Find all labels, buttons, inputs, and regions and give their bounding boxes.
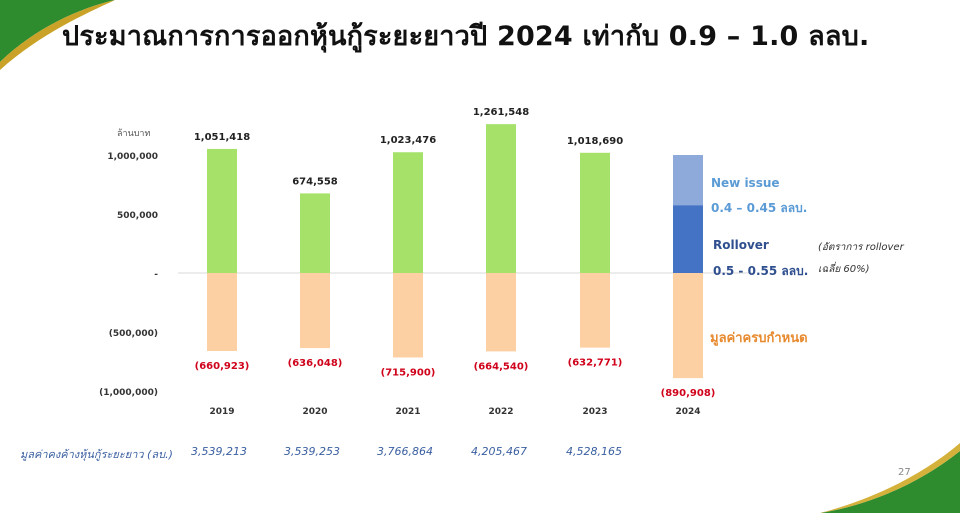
x-tick-label-2019: 2019 [209, 407, 234, 417]
outstanding-value-2019: 3,539,213 [191, 445, 247, 458]
maturity-bar-2021 [393, 273, 423, 358]
outstanding-value-2023: 4,528,165 [566, 445, 622, 458]
rollover-note-line-1: (อัตราการ rollover [818, 242, 904, 253]
issuance-value-label-2020: 674,558 [292, 176, 338, 187]
outstanding-label: มูลค่าคงค้างหุ้นกู้ระยะยาว (ลบ.) [20, 448, 173, 461]
new-issue-range: 0.4 – 0.45 ลลบ. [711, 201, 808, 215]
y-tick-label: - [154, 270, 158, 280]
rollover-note-line-2: เฉลี่ย 60%) [818, 264, 870, 275]
issuance-value-label-2022: 1,261,548 [473, 107, 529, 118]
x-tick-label-2021: 2021 [395, 407, 420, 417]
outstanding-value-2020: 3,539,253 [284, 445, 340, 458]
x-tick-label-2022: 2022 [488, 407, 513, 417]
maturity-value-label-2024: (890,908) [661, 388, 716, 399]
rollover-range: 0.5 - 0.55 ลลบ. [713, 264, 809, 278]
corner-decoration-bottom-right [820, 443, 960, 513]
rollover-label: Rollover [713, 238, 769, 252]
y-tick-label: 500,000 [117, 211, 158, 221]
page-title: ประมาณการการออกหุ้นกู้ระยะยาวปี 2024 เท่… [62, 21, 870, 52]
maturity-bar-2020 [300, 273, 330, 349]
issuance-bar-2023 [580, 152, 610, 273]
maturity-value-label-2019: (660,923) [195, 361, 250, 372]
issuance-value-label-2021: 1,023,476 [380, 135, 436, 146]
maturity-bar-2023 [580, 273, 610, 348]
issuance-value-label-2023: 1,018,690 [567, 136, 623, 147]
issuance-bar-2022 [486, 124, 516, 274]
maturity-value-label-2022: (664,540) [474, 361, 529, 372]
x-tick-label-2024: 2024 [675, 407, 700, 417]
y-tick-label: 1,000,000 [107, 152, 158, 162]
maturity-value-label-2020: (636,048) [288, 358, 343, 369]
page-number: 27 [898, 467, 911, 478]
issuance-bar-2020 [300, 193, 330, 273]
issuance-bar-2019 [207, 148, 237, 273]
outstanding-value-2022: 4,205,467 [471, 445, 527, 458]
y-axis-unit-label: ล้านบาท [117, 129, 151, 139]
corner-decoration-top-left [0, 0, 115, 70]
maturity-bar-2019 [207, 273, 237, 351]
x-tick-label-2020: 2020 [302, 407, 327, 417]
issuance-bar-2021 [393, 152, 423, 273]
y-tick-label: (500,000) [109, 329, 158, 339]
issuance-value-label-2019: 1,051,418 [194, 132, 250, 143]
maturity-bar-2024 [673, 273, 703, 379]
outstanding-value-2021: 3,766,864 [377, 445, 433, 458]
maturity-bar-2022 [486, 273, 516, 352]
y-tick-label: (1,000,000) [99, 388, 158, 398]
x-tick-label-2023: 2023 [582, 407, 607, 417]
maturity-value-label-2023: (632,771) [568, 358, 623, 369]
maturity-label: มูลค่าครบกำหนด [710, 331, 808, 346]
rollover-bar-2024 [673, 205, 703, 273]
new-issue-bar-2024 [673, 155, 703, 206]
maturity-value-label-2021: (715,900) [381, 367, 436, 378]
new-issue-label: New issue [711, 176, 780, 190]
